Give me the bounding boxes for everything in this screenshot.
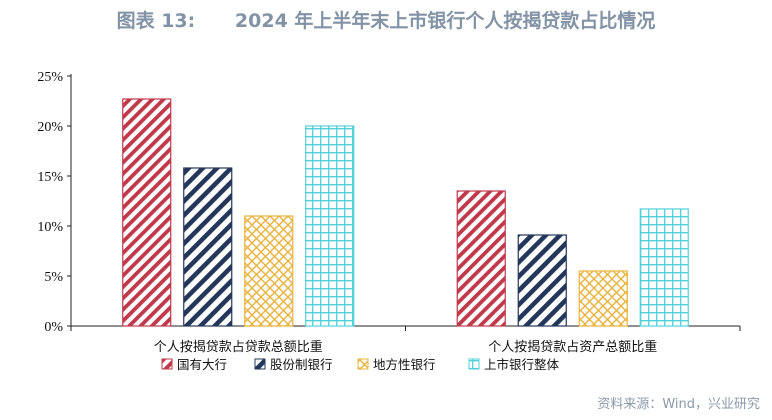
y-tick-label: 15% bbox=[37, 170, 63, 185]
y-tick-label: 10% bbox=[37, 220, 63, 235]
bar-1-group-2 bbox=[456, 190, 506, 327]
y-tick-label: 0% bbox=[44, 320, 63, 335]
y-tick-label: 25% bbox=[37, 70, 63, 85]
bar-1-group-1 bbox=[122, 98, 172, 327]
chart-title: 图表 13: 2024 年上半年末上市银行个人按揭贷款占比情况 bbox=[116, 10, 656, 32]
bar-3-group-2 bbox=[578, 270, 628, 327]
source-note: 资料来源：Wind，兴业研究 bbox=[597, 397, 760, 412]
bar-2-group-2 bbox=[517, 234, 567, 327]
legend-label: 国有大行 bbox=[177, 357, 227, 372]
y-tick-label: 20% bbox=[37, 120, 63, 135]
y-tick-label: 5% bbox=[44, 270, 63, 285]
legend-label: 地方性银行 bbox=[373, 357, 436, 372]
legend-label: 上市银行整体 bbox=[484, 357, 560, 372]
legend-swatch bbox=[468, 358, 480, 370]
legend-swatch bbox=[357, 358, 369, 370]
legend-swatch bbox=[161, 358, 173, 370]
bar-4-group-2 bbox=[639, 208, 689, 327]
x-category-label: 个人按揭贷款占资产总额比重 bbox=[488, 339, 657, 355]
bar-3-group-1 bbox=[244, 215, 294, 327]
bar-4-group-1 bbox=[305, 125, 355, 327]
legend-swatch bbox=[254, 358, 266, 370]
bar-2-group-1 bbox=[183, 167, 233, 327]
legend-label: 股份制银行 bbox=[270, 357, 333, 372]
x-category-label: 个人按揭贷款占贷款总额比重 bbox=[154, 339, 323, 355]
